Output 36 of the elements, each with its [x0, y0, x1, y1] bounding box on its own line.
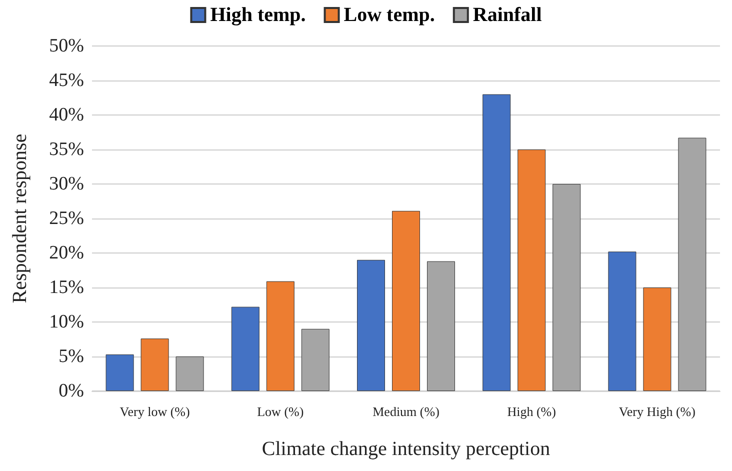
legend-label: Low temp.: [344, 4, 435, 26]
bar: [427, 261, 455, 391]
bar: [266, 281, 294, 391]
x-tick-label: Low (%): [257, 404, 304, 419]
x-tick-label: Medium (%): [372, 404, 440, 419]
bar: [552, 184, 581, 391]
y-tick-label: 30%: [49, 174, 84, 194]
x-tick-label: Very High (%): [618, 404, 696, 419]
bar: [518, 150, 546, 391]
y-tick-label: 10%: [49, 312, 84, 332]
bar: [643, 288, 672, 391]
y-tick-label: 50%: [49, 36, 84, 56]
bar: [357, 260, 385, 391]
y-tick-label: 25%: [49, 208, 84, 229]
bar: [301, 328, 330, 391]
bar: [392, 210, 420, 391]
y-tick-label: 5%: [58, 346, 84, 367]
y-tick-label: 45%: [49, 70, 84, 91]
bar: [231, 306, 260, 391]
legend-label: Rainfall: [472, 4, 542, 26]
y-tick-label: 0%: [58, 380, 84, 402]
legend-label: High temp.: [210, 4, 306, 26]
bar: [140, 338, 169, 391]
y-axis-title: Respondent response: [9, 134, 31, 304]
y-tick-label: 35%: [49, 139, 84, 160]
bar: [608, 252, 636, 391]
x-tick-label: High (%): [507, 404, 556, 419]
x-tick-label: Very low (%): [120, 404, 190, 419]
bar: [106, 354, 134, 391]
bar: [678, 138, 706, 391]
y-tick-label: 15%: [49, 277, 84, 298]
x-axis-title: Climate change intensity perception: [262, 438, 550, 460]
y-tick-label: 20%: [49, 242, 84, 264]
y-tick-label: 40%: [49, 104, 84, 126]
bar: [482, 94, 511, 391]
bar: [176, 356, 204, 391]
